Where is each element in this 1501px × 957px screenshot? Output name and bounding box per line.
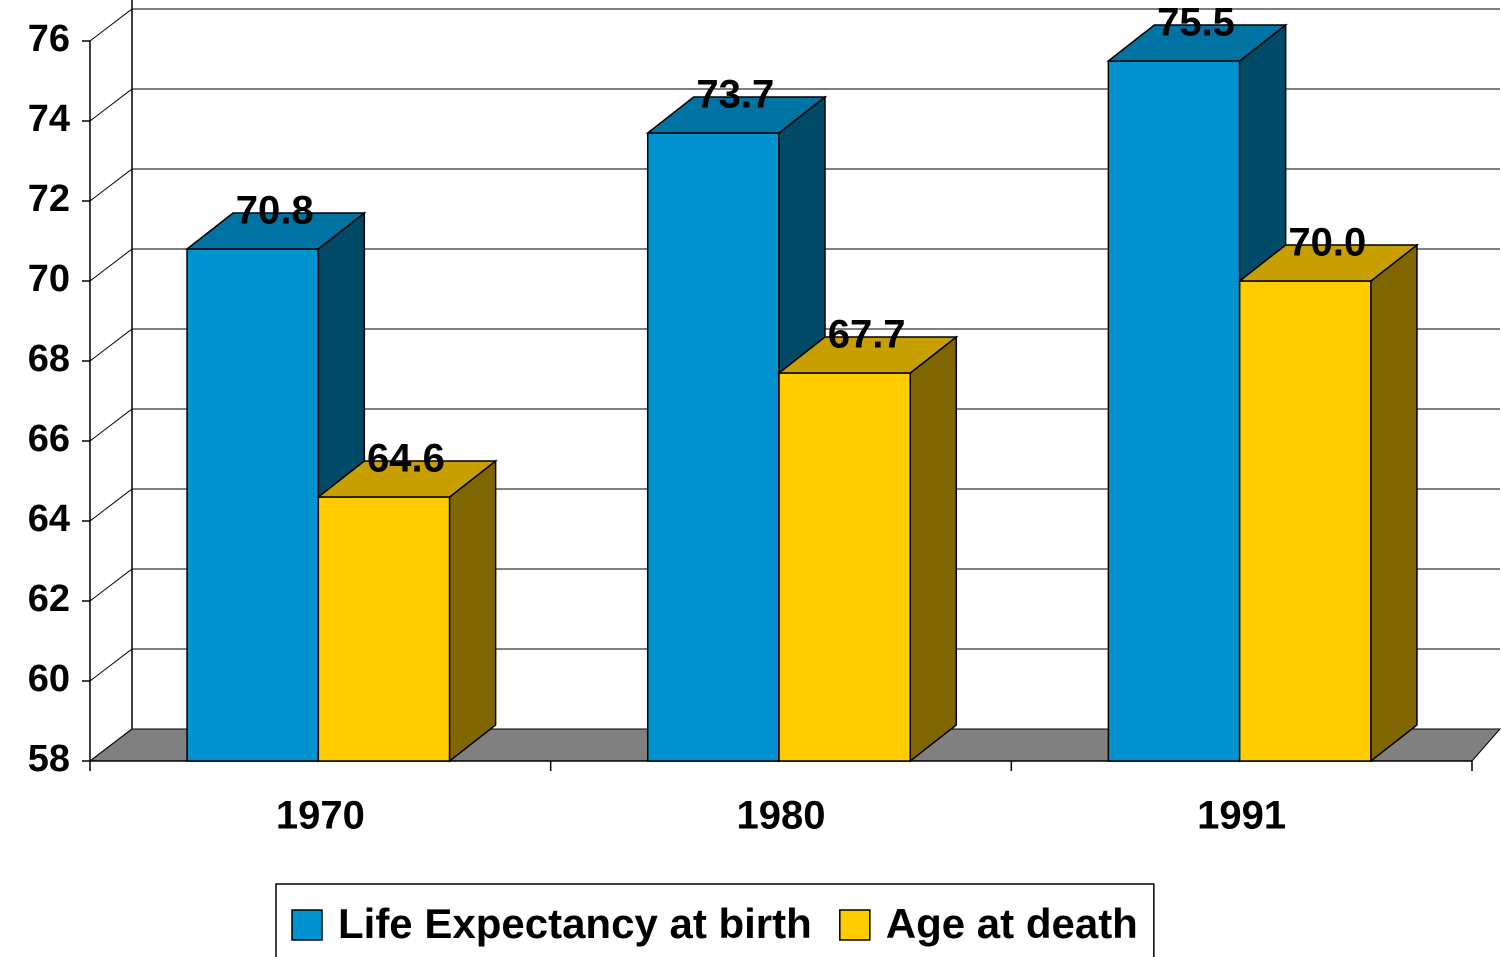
data-label: 70.0 bbox=[1288, 221, 1366, 265]
y-tick-label: 60 bbox=[28, 658, 70, 700]
bar-top bbox=[184, 212, 367, 250]
y-tick-label: 66 bbox=[28, 418, 70, 460]
grid-diagonal bbox=[89, 88, 133, 122]
x-tick-label: 1980 bbox=[737, 794, 826, 838]
bar-front bbox=[1238, 280, 1372, 762]
data-label: 67.7 bbox=[828, 313, 906, 357]
y-tick-label: 76 bbox=[28, 18, 70, 60]
data-label: 75.5 bbox=[1157, 1, 1235, 45]
bar-front bbox=[186, 248, 320, 762]
bar-side bbox=[909, 335, 958, 763]
data-label: 73.7 bbox=[696, 73, 774, 117]
bar-top bbox=[316, 460, 498, 498]
bar-front bbox=[646, 132, 780, 762]
bar-top bbox=[645, 96, 828, 134]
bar-top bbox=[1237, 244, 1420, 282]
x-tick-label: 1970 bbox=[276, 794, 365, 838]
grid-diagonal bbox=[89, 328, 133, 362]
grid-diagonal bbox=[89, 488, 133, 522]
y-tick-label: 68 bbox=[28, 338, 70, 380]
y-tick-label: 64 bbox=[28, 498, 70, 540]
x-tick-label: 1991 bbox=[1197, 794, 1286, 838]
bar-front bbox=[1107, 60, 1241, 762]
y-tick-label: 70 bbox=[28, 258, 70, 300]
bar-side bbox=[448, 459, 497, 763]
bar-top bbox=[1106, 24, 1288, 62]
bar-top bbox=[776, 336, 959, 374]
grid-diagonal bbox=[89, 248, 133, 282]
y-tick-label: 72 bbox=[28, 178, 70, 220]
grid-diagonal bbox=[89, 568, 133, 602]
y-tick-label: 58 bbox=[28, 738, 70, 780]
bar-front bbox=[317, 496, 451, 762]
grid-diagonal bbox=[89, 8, 133, 42]
grid-diagonal bbox=[89, 648, 133, 682]
data-label: 70.8 bbox=[236, 189, 314, 233]
data-label: 64.6 bbox=[367, 437, 445, 481]
grid-diagonal bbox=[89, 168, 133, 202]
legend-box bbox=[275, 883, 1155, 957]
y-tick-label: 62 bbox=[28, 578, 70, 620]
grid-diagonal bbox=[89, 728, 133, 762]
y-tick-label: 74 bbox=[28, 98, 70, 140]
bar-front bbox=[778, 372, 912, 762]
bar-side bbox=[1370, 243, 1418, 763]
grid-diagonal bbox=[89, 408, 133, 442]
legend-swatch bbox=[839, 909, 871, 941]
legend-swatch bbox=[291, 909, 323, 941]
legend-label: Life Expectancy at birth bbox=[338, 900, 812, 947]
legend-label: Age at death bbox=[886, 900, 1138, 947]
